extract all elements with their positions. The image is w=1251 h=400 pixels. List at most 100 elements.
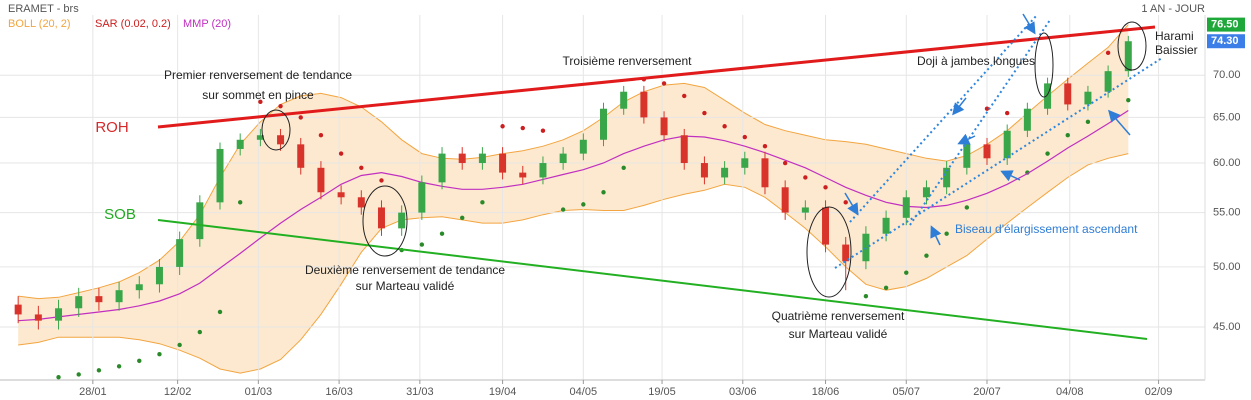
candle-body — [660, 117, 668, 136]
candle-body — [539, 163, 547, 178]
sar-dot — [661, 81, 667, 86]
annotation: sur Marteau validé — [789, 327, 888, 341]
candle-body — [1044, 83, 1052, 109]
chart-title: ERAMET - brs — [8, 3, 79, 15]
candle-body — [297, 144, 305, 168]
sar-dot — [359, 165, 364, 171]
sar-dot — [1065, 133, 1070, 138]
sar-dot — [1045, 151, 1050, 156]
sar-dot — [278, 103, 283, 109]
candle-body — [902, 197, 910, 218]
candle-body — [236, 139, 244, 149]
sar-dot — [984, 106, 990, 111]
x-tick-label: 16/03 — [325, 386, 353, 398]
annotation: Baissier — [1155, 43, 1198, 57]
candle-body — [1104, 71, 1112, 92]
sar-dot — [217, 309, 223, 315]
sar-dot — [318, 133, 324, 138]
x-tick-label: 05/07 — [893, 386, 921, 398]
candle-body — [34, 314, 42, 321]
candle-body — [1084, 91, 1092, 105]
candle-body — [761, 158, 769, 188]
x-tick-label: 01/03 — [245, 386, 273, 398]
sar-dot — [682, 93, 687, 99]
x-tick-label: 28/01 — [79, 386, 107, 398]
candle-body — [458, 153, 466, 164]
y-tick-label: 65.00 — [1213, 111, 1241, 123]
legend-entry: MMP (20) — [183, 18, 231, 30]
indicator-line — [18, 109, 1129, 322]
x-tick-label: 04/05 — [570, 386, 598, 398]
x-tick-label: 19/04 — [489, 386, 517, 398]
price-tag — [1207, 34, 1245, 49]
candle-body — [822, 207, 830, 245]
candle-body — [155, 266, 163, 285]
sar-dot — [419, 242, 425, 247]
candle-body — [922, 187, 930, 198]
annotation: Harami — [1155, 29, 1194, 43]
arrow — [952, 97, 967, 116]
candle-body — [1003, 130, 1011, 159]
sar-dot — [843, 200, 848, 205]
sar-dot — [197, 329, 203, 335]
candle-body — [600, 108, 608, 140]
sar-dot — [762, 143, 768, 149]
sar-dot — [237, 200, 243, 205]
sar-dot — [581, 202, 586, 207]
x-tick-label: 12/02 — [164, 386, 192, 398]
x-tick-label: 03/06 — [729, 386, 757, 398]
annotation: Deuxième renversement de tendance — [305, 263, 505, 277]
sar-dot — [379, 178, 384, 183]
chart-subtitle: 1 AN - JOUR — [1141, 3, 1205, 15]
candle-body — [438, 153, 446, 183]
wedge-line — [849, 14, 1038, 223]
candle-body — [418, 182, 426, 213]
highlight — [362, 185, 408, 257]
arrow — [844, 192, 859, 216]
sar-dot — [904, 270, 909, 275]
sar-dot — [137, 358, 142, 364]
sar-dot — [1004, 110, 1010, 116]
sar-dot — [924, 253, 929, 258]
sar-dot — [601, 190, 606, 195]
candle-body — [862, 233, 870, 262]
sar-dot — [298, 115, 303, 120]
sar-dot — [177, 342, 182, 348]
y-tick-label: 70.00 — [1213, 69, 1241, 81]
annotation: Quatrième renversement — [772, 309, 905, 323]
trend-label: ROH — [95, 119, 128, 136]
arrow — [930, 225, 942, 246]
support-line — [157, 219, 1148, 340]
candle-body — [842, 244, 850, 262]
candle-body — [1124, 41, 1132, 72]
candle-body — [781, 187, 789, 213]
sar-dot — [520, 125, 525, 131]
sar-dot — [883, 285, 889, 291]
y-tick-label: 50.00 — [1213, 261, 1241, 273]
candle-body — [640, 91, 648, 118]
candle-body — [135, 284, 143, 291]
candle-body — [317, 167, 325, 193]
price-tag-label: 76.50 — [1211, 19, 1239, 31]
sar-dot — [258, 99, 263, 105]
sar-dot — [540, 128, 546, 133]
arrow — [957, 133, 976, 145]
candle-body — [14, 304, 22, 315]
sar-dot — [56, 375, 61, 380]
annotation: Doji à jambes longues — [917, 54, 1035, 68]
sar-dot — [560, 207, 566, 212]
candle-body — [579, 139, 587, 154]
candle-body — [519, 172, 527, 178]
sar-dot — [76, 372, 81, 377]
candle-body — [741, 158, 749, 168]
sar-dot — [157, 351, 162, 357]
highlight — [261, 109, 291, 151]
arrow — [1108, 109, 1131, 136]
highlight — [806, 206, 852, 298]
candle-body — [1064, 83, 1072, 105]
candle-body — [337, 192, 345, 198]
candle-body — [499, 153, 507, 173]
annotation: sur sommet en pince — [202, 88, 314, 102]
candle-body — [55, 308, 63, 321]
candle-body — [721, 167, 729, 178]
